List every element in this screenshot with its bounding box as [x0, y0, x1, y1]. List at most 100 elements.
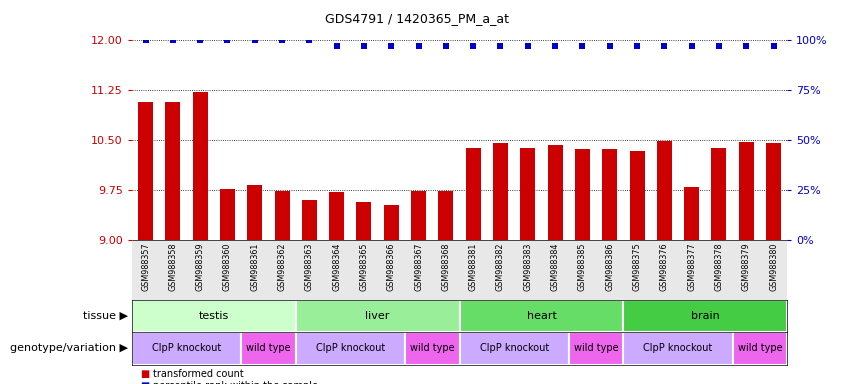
Bar — [220, 189, 235, 240]
Text: GSM988383: GSM988383 — [523, 242, 532, 291]
Text: ■: ■ — [140, 369, 150, 379]
Bar — [520, 148, 535, 240]
Point — [439, 43, 453, 50]
Point — [712, 43, 726, 50]
Bar — [296, 300, 460, 332]
Bar — [575, 149, 590, 240]
Text: ClpP knockout: ClpP knockout — [151, 343, 221, 354]
Bar — [623, 300, 787, 332]
Point — [220, 37, 234, 43]
Bar — [138, 101, 153, 240]
Text: tissue ▶: tissue ▶ — [83, 311, 128, 321]
Text: GSM988367: GSM988367 — [414, 242, 423, 291]
Point — [685, 43, 699, 50]
Text: ■: ■ — [140, 381, 150, 384]
Point — [412, 43, 426, 50]
Text: GSM988362: GSM988362 — [277, 242, 287, 291]
Text: GSM988376: GSM988376 — [660, 242, 669, 291]
Bar — [657, 141, 671, 240]
Point — [575, 43, 589, 50]
Text: wild type: wild type — [574, 343, 619, 354]
Point — [494, 43, 507, 50]
Text: GSM988382: GSM988382 — [496, 242, 505, 291]
Point — [548, 43, 562, 50]
Bar — [384, 205, 399, 240]
Point — [658, 43, 671, 50]
Point — [193, 37, 207, 43]
Text: GSM988363: GSM988363 — [305, 242, 314, 291]
Text: wild type: wild type — [738, 343, 782, 354]
Point — [275, 37, 288, 43]
Text: GSM988365: GSM988365 — [359, 242, 368, 291]
Text: ClpP knockout: ClpP knockout — [479, 343, 549, 354]
Point — [603, 43, 616, 50]
Bar — [766, 144, 781, 240]
Text: liver: liver — [365, 311, 390, 321]
Text: GSM988361: GSM988361 — [250, 242, 260, 291]
Text: transformed count: transformed count — [153, 369, 244, 379]
Point — [166, 37, 180, 43]
Bar — [248, 185, 262, 240]
Bar — [275, 191, 289, 240]
Bar — [493, 144, 508, 240]
Text: GSM988357: GSM988357 — [141, 242, 150, 291]
Point — [385, 43, 398, 50]
Bar — [684, 187, 700, 240]
Text: percentile rank within the sample: percentile rank within the sample — [153, 381, 318, 384]
Text: GSM988366: GSM988366 — [387, 242, 396, 291]
Bar — [241, 332, 296, 365]
Text: GSM988364: GSM988364 — [332, 242, 341, 291]
Bar — [132, 300, 296, 332]
Text: GDS4791 / 1420365_PM_a_at: GDS4791 / 1420365_PM_a_at — [325, 12, 509, 25]
Point — [357, 43, 371, 50]
Bar — [132, 332, 241, 365]
Point — [767, 43, 780, 50]
Bar — [438, 191, 454, 240]
Point — [248, 37, 261, 43]
Text: GSM988385: GSM988385 — [578, 242, 587, 291]
Bar — [296, 332, 405, 365]
Bar — [460, 300, 623, 332]
Bar — [623, 332, 733, 365]
Text: wild type: wild type — [246, 343, 291, 354]
Bar — [357, 202, 372, 240]
Point — [521, 43, 534, 50]
Point — [740, 43, 753, 50]
Text: testis: testis — [198, 311, 229, 321]
Text: GSM988375: GSM988375 — [632, 242, 642, 291]
Text: genotype/variation ▶: genotype/variation ▶ — [9, 343, 128, 354]
Bar — [411, 191, 426, 240]
Text: ClpP knockout: ClpP knockout — [316, 343, 385, 354]
Bar — [733, 332, 787, 365]
Text: wild type: wild type — [410, 343, 454, 354]
Text: GSM988381: GSM988381 — [469, 242, 477, 291]
Text: GSM988358: GSM988358 — [168, 242, 177, 291]
Text: GSM988384: GSM988384 — [551, 242, 560, 291]
Bar — [460, 332, 568, 365]
Text: GSM988360: GSM988360 — [223, 242, 232, 291]
Text: GSM988386: GSM988386 — [605, 242, 614, 291]
Text: GSM988379: GSM988379 — [742, 242, 751, 291]
Point — [303, 37, 317, 43]
Text: GSM988359: GSM988359 — [196, 242, 204, 291]
Bar — [302, 200, 317, 240]
Text: heart: heart — [527, 311, 557, 321]
Point — [330, 43, 344, 50]
Bar — [568, 332, 623, 365]
Bar — [739, 142, 754, 240]
Bar — [603, 149, 617, 240]
Bar — [329, 192, 344, 240]
Bar — [630, 151, 644, 240]
Text: ClpP knockout: ClpP knockout — [643, 343, 712, 354]
Point — [139, 37, 152, 43]
Point — [466, 43, 480, 50]
Bar — [165, 102, 180, 240]
Text: GSM988377: GSM988377 — [687, 242, 696, 291]
Bar — [192, 92, 208, 240]
Text: GSM988380: GSM988380 — [769, 242, 778, 291]
Bar — [465, 148, 481, 240]
Text: GSM988378: GSM988378 — [715, 242, 723, 291]
Point — [631, 43, 644, 50]
Text: GSM988368: GSM988368 — [442, 242, 450, 291]
Text: brain: brain — [691, 311, 720, 321]
